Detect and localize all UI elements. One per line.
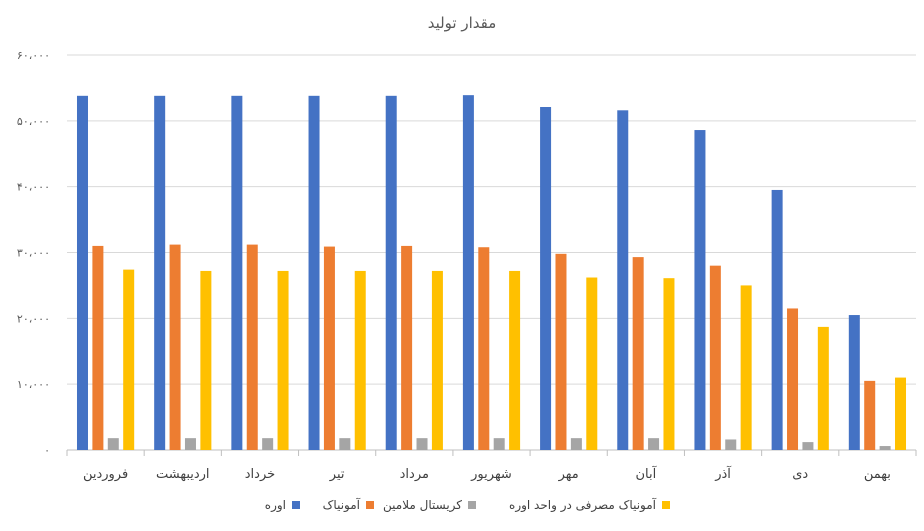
y-tick-label: ۳۰،۰۰۰ — [17, 247, 50, 260]
legend-label: آمونیاک مصرفی در واحد اوره — [509, 497, 657, 513]
y-tick-label: ۱۰،۰۰۰ — [17, 378, 50, 391]
bar — [879, 446, 891, 450]
legend-swatch — [366, 501, 374, 509]
bar — [725, 439, 737, 450]
x-tick-label: اردیبهشت — [156, 467, 210, 482]
bar — [92, 245, 104, 450]
bar — [570, 438, 582, 450]
bar — [493, 438, 505, 450]
bar — [246, 244, 258, 450]
x-tick-label: شهریور — [470, 467, 512, 482]
x-tick-label: فروردین — [83, 467, 128, 482]
y-axis-ticks: ۰ ۱۰،۰۰۰ ۲۰،۰۰۰ ۳۰،۰۰۰ ۴۰،۰۰۰ ۵۰،۰۰۰ ۶۰،۰۰۰ — [17, 49, 50, 457]
bar — [864, 380, 876, 450]
bars — [76, 95, 907, 451]
y-tick-label: ۵۰،۰۰۰ — [17, 115, 50, 128]
bar — [431, 270, 443, 450]
bar — [540, 107, 552, 450]
bar — [771, 189, 783, 451]
bar — [632, 257, 644, 450]
legend-swatch — [468, 501, 476, 509]
bar — [802, 442, 814, 450]
y-tick-label: ۶۰،۰۰۰ — [17, 49, 50, 62]
legend-swatch — [662, 501, 670, 509]
bar — [169, 244, 181, 450]
bar — [462, 95, 474, 451]
bar — [154, 95, 166, 451]
bar — [308, 95, 320, 451]
x-tick-label: مهر — [558, 467, 579, 482]
bar — [509, 270, 521, 450]
legend-label: کریستال ملامین — [383, 498, 462, 513]
bar — [184, 438, 196, 450]
bar — [76, 95, 88, 451]
bar — [817, 326, 829, 450]
legend: اوره آمونیاک کریستال ملامین آمونیاک مصرفی د… — [265, 497, 670, 513]
y-tick-label: ۴۰،۰۰۰ — [17, 181, 50, 194]
bar — [694, 130, 706, 451]
bar — [123, 269, 135, 450]
bar — [107, 438, 119, 450]
y-tick-label: ۰ — [44, 444, 50, 457]
bar — [385, 95, 397, 451]
x-tick-label: تیر — [329, 467, 345, 482]
chart-title: مقدار تولید — [428, 14, 497, 32]
bar — [740, 285, 752, 450]
bar — [354, 270, 366, 450]
x-tick-label: بهمن — [864, 467, 891, 482]
bar — [339, 438, 351, 450]
bar — [478, 247, 490, 450]
bar — [323, 246, 335, 450]
bar — [555, 253, 567, 450]
legend-swatch — [292, 501, 300, 509]
legend-label: آمونیاک — [323, 497, 361, 513]
bar — [848, 315, 860, 450]
bar — [586, 277, 598, 450]
x-tick-label: آبان — [635, 465, 657, 482]
bar — [401, 245, 413, 450]
x-axis-ticks: فروردین اردیبهشت خرداد تیر مرداد شهریور مهر آبا… — [83, 465, 891, 482]
bar — [787, 308, 799, 450]
x-tick-label: دی — [792, 467, 808, 482]
bar — [709, 265, 721, 450]
bar — [663, 278, 675, 450]
bar — [277, 270, 289, 450]
legend-label: اوره — [265, 498, 286, 513]
bar — [617, 110, 629, 451]
x-tick-label: مرداد — [400, 467, 429, 482]
bar — [648, 438, 660, 450]
bar — [895, 377, 907, 450]
bar — [416, 438, 428, 450]
bar — [200, 270, 212, 450]
bar — [262, 438, 274, 450]
x-tick-label: آذر — [714, 465, 732, 482]
y-tick-label: ۲۰،۰۰۰ — [17, 312, 50, 325]
x-tick-label: خرداد — [245, 467, 275, 482]
bar — [231, 95, 243, 451]
